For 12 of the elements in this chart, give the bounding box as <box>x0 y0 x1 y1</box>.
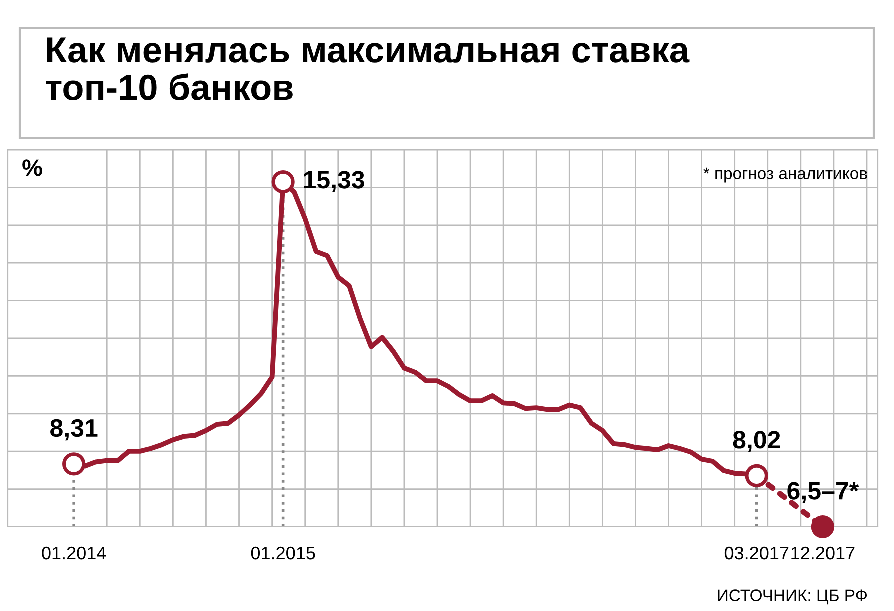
annotation: 15,33 <box>304 171 364 192</box>
chart-title: Как менялась максимальная ставка топ-10 банков <box>46 38 690 100</box>
annotation: 8,31 <box>50 419 98 441</box>
x-tick-label: 12.2017 <box>792 546 855 560</box>
x-tick-label: 01.2014 <box>42 546 106 560</box>
annotation: * прогноз аналитиков <box>704 168 868 183</box>
x-tick-label: 01.2015 <box>251 546 316 560</box>
x-tick-label: 03.2017 <box>724 546 789 560</box>
annotation: 8,02 <box>733 431 780 452</box>
y-axis-title: % <box>22 160 42 176</box>
text: ИСТОЧНИК: ЦБ РФ <box>718 590 868 605</box>
annotation: 6,5–7* <box>788 482 860 504</box>
